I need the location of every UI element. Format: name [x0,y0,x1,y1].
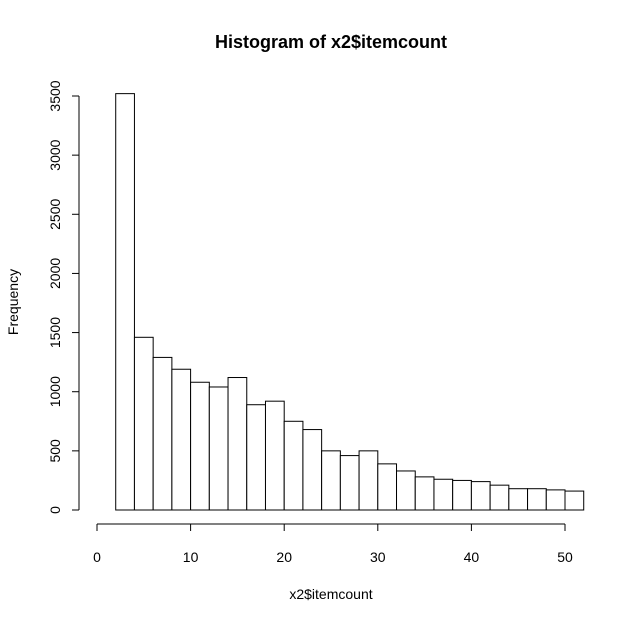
histogram-bar [283,420,304,511]
x-tick-label: 50 [557,549,573,565]
histogram-bar [339,455,360,511]
y-tick-label: 2500 [47,199,63,230]
histogram-bar [208,386,229,511]
x-tick-label: 40 [464,549,480,565]
y-axis: 0 500 1000 1500 2000 2500 3000 3500 [47,80,80,514]
x-tick-label: 30 [370,549,386,565]
y-tick-label: 3500 [47,80,63,111]
histogram-bar [152,356,173,511]
y-tick-label: 1000 [47,376,63,407]
histogram-bar [414,476,435,511]
y-axis-label: Frequency [5,269,21,335]
histogram-bar [246,404,266,511]
histogram-bar [377,463,398,511]
histogram-bar [564,490,585,511]
x-tick-label: 20 [276,549,292,565]
y-tick-label: 500 [47,439,63,463]
histogram-bar [527,488,547,511]
histogram-bar [433,478,454,511]
histogram-bar [358,450,379,511]
histogram-bar [321,450,341,511]
y-tick-label: 2000 [47,258,63,289]
histogram-bar [171,368,192,511]
histogram-bar [302,429,323,511]
y-tick-label: 0 [47,506,63,514]
chart-title: Histogram of x2$itemcount [215,32,447,52]
x-axis: 0 10 20 30 40 50 [93,523,573,565]
histogram-bar [396,470,416,511]
x-tick-label: 10 [183,549,199,565]
bars-group [115,93,585,511]
histogram-bar [545,489,566,511]
histogram-bar [470,481,491,511]
histogram-bar [227,377,248,511]
x-axis-label: x2$itemcount [289,586,372,602]
histogram-bar [133,336,154,511]
histogram-bar [264,400,285,511]
histogram-bar [190,381,210,511]
histogram-bar [508,488,529,511]
histogram-bar [115,93,135,511]
y-tick-label: 3000 [47,139,63,170]
histogram-bar [489,484,510,511]
x-tick-label: 0 [93,549,101,565]
y-tick-label: 1500 [47,317,63,348]
histogram-bar [452,479,472,511]
